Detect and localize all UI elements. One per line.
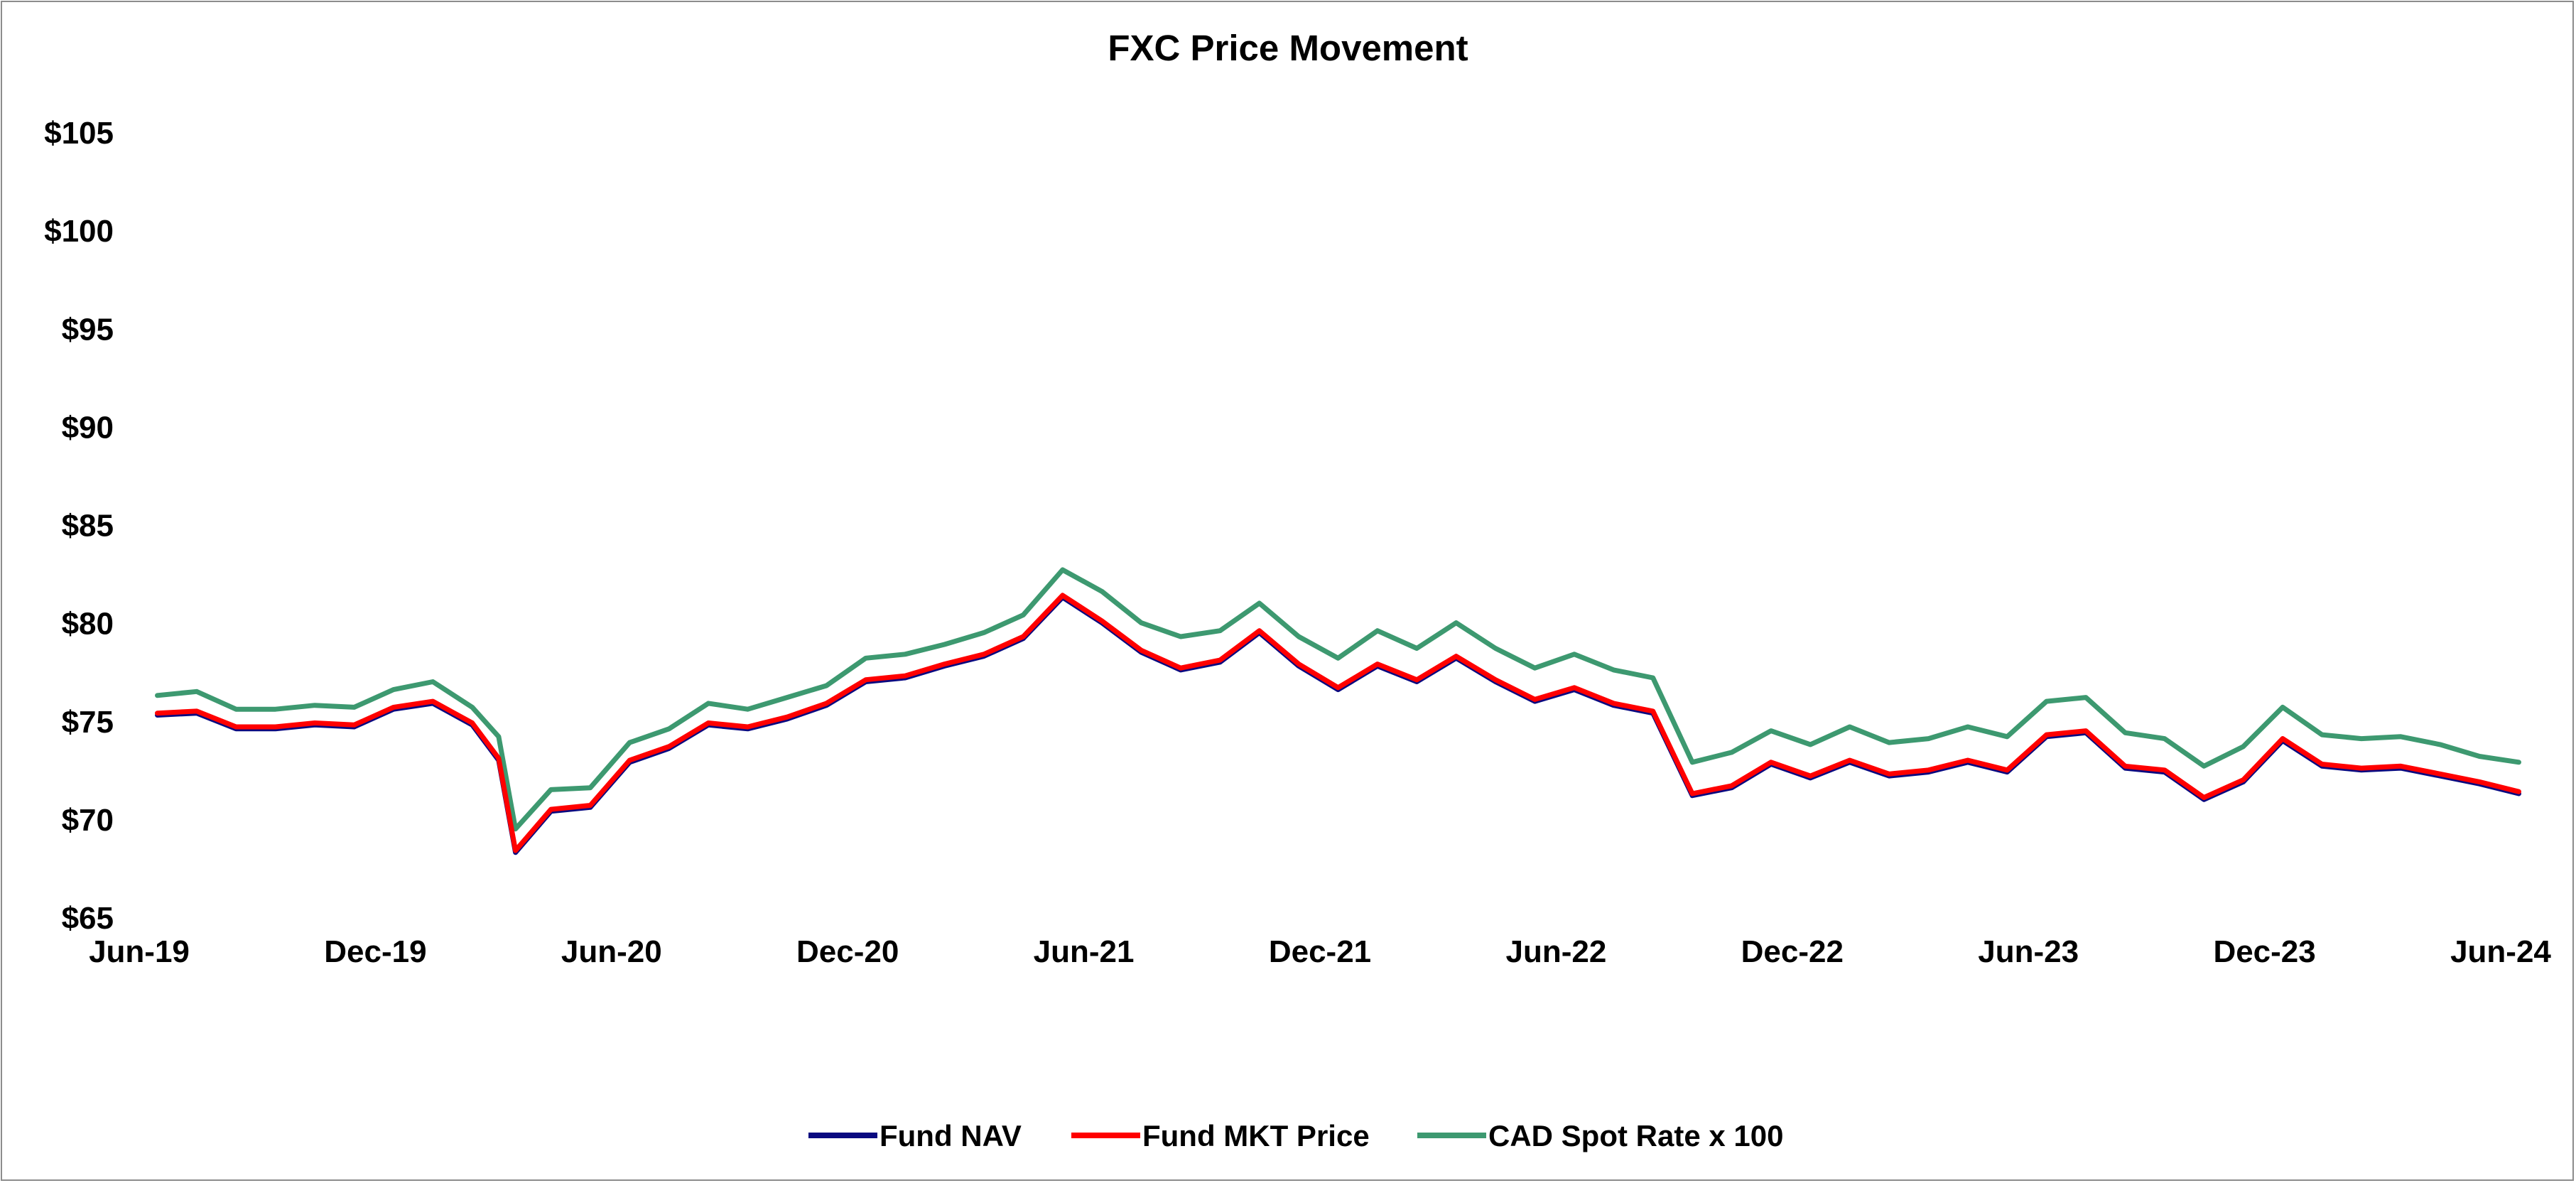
x-tick-label: Dec-21 [1269,934,1371,969]
x-tick-label: Dec-19 [324,934,426,969]
x-tick-label: Dec-20 [796,934,899,969]
y-tick-label: $100 [44,214,114,249]
chart-title: FXC Price Movement [1108,28,1468,68]
series-line-fund-mkt-price [155,593,2521,853]
y-axis: $65 $70 $75 $80 $85 $90 $95 $100 $105 [44,116,114,936]
y-tick-label: $85 [62,509,114,544]
x-tick-label: Jun-22 [1505,934,1606,969]
x-tick-label: Dec-23 [2213,934,2315,969]
legend-label-fund-mkt-price: Fund MKT Price [1142,1119,1370,1152]
x-tick-label: Jun-21 [1034,934,1135,969]
series-line-cad-spot-rate [155,567,2521,832]
legend-label-fund-nav: Fund NAV [880,1119,1022,1152]
y-tick-label: $65 [62,901,114,936]
legend-label-cad-spot-rate: CAD Spot Rate x 100 [1488,1119,1783,1152]
y-tick-label: $105 [44,116,114,151]
legend: Fund NAV Fund MKT Price CAD Spot Rate x 10… [808,1119,1783,1152]
y-tick-label: $80 [62,607,114,642]
y-tick-label: $90 [62,410,114,445]
x-axis: Jun-19 Dec-19 Jun-20 Dec-20 Jun-21 Dec-21 Jun-… [89,934,2551,969]
series-lines [155,567,2521,855]
x-tick-label: Jun-23 [1978,934,2079,969]
x-tick-label: Jun-20 [561,934,662,969]
y-tick-label: $95 [62,312,114,347]
x-tick-label: Dec-22 [1741,934,1844,969]
x-tick-label: Jun-24 [2450,934,2551,969]
y-tick-label: $75 [62,705,114,740]
x-tick-label: Jun-19 [89,934,190,969]
y-tick-label: $70 [62,803,114,838]
